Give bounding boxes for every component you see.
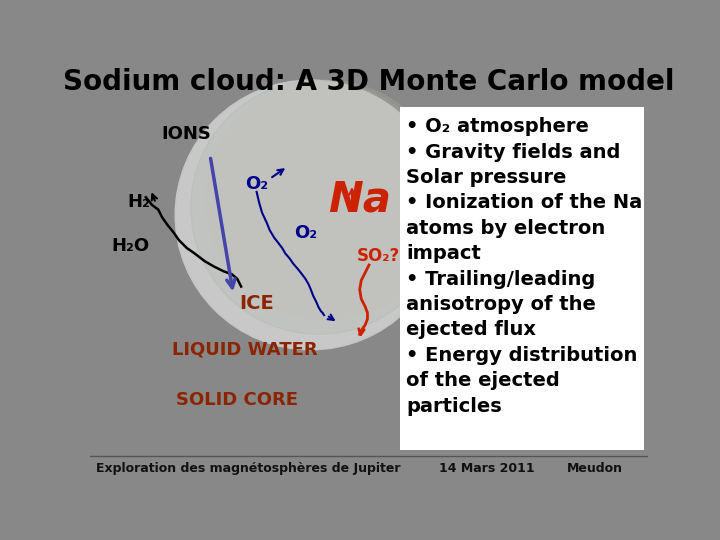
Text: • Ionization of the Na: • Ionization of the Na	[406, 193, 642, 212]
Text: Exploration des magnétosphères de Jupiter: Exploration des magnétosphères de Jupite…	[96, 462, 401, 475]
Text: impact: impact	[406, 244, 481, 263]
Text: 14 Mars 2011: 14 Mars 2011	[438, 462, 534, 475]
Text: H₂O: H₂O	[112, 237, 150, 255]
Text: • Energy distribution: • Energy distribution	[406, 346, 638, 365]
Circle shape	[175, 80, 446, 350]
Text: SOLID CORE: SOLID CORE	[176, 391, 298, 409]
Text: • O₂ atmosphere: • O₂ atmosphere	[406, 117, 589, 136]
Text: ICE: ICE	[239, 294, 274, 313]
FancyBboxPatch shape	[400, 107, 644, 450]
Text: LIQUID WATER: LIQUID WATER	[172, 341, 318, 359]
Text: • Gravity fields and: • Gravity fields and	[406, 143, 621, 161]
Text: Solar pressure: Solar pressure	[406, 168, 567, 187]
Text: Na: Na	[328, 179, 391, 220]
Text: Meudon: Meudon	[567, 462, 623, 475]
Circle shape	[206, 80, 446, 319]
Text: IONS: IONS	[161, 125, 211, 143]
Text: H₂: H₂	[127, 193, 150, 211]
Text: O₂: O₂	[294, 224, 317, 242]
Text: O₂: O₂	[245, 175, 268, 193]
Text: anisotropy of the: anisotropy of the	[406, 295, 596, 314]
Text: • Trailing/leading: • Trailing/leading	[406, 269, 595, 288]
Circle shape	[191, 80, 446, 334]
Text: particles: particles	[406, 397, 502, 416]
Text: SO₂?: SO₂?	[356, 247, 400, 265]
Text: ejected flux: ejected flux	[406, 320, 536, 340]
Text: Sodium cloud: A 3D Monte Carlo model: Sodium cloud: A 3D Monte Carlo model	[63, 68, 675, 96]
Text: atoms by electron: atoms by electron	[406, 219, 606, 238]
Text: of the ejected: of the ejected	[406, 372, 560, 390]
Circle shape	[175, 80, 446, 350]
